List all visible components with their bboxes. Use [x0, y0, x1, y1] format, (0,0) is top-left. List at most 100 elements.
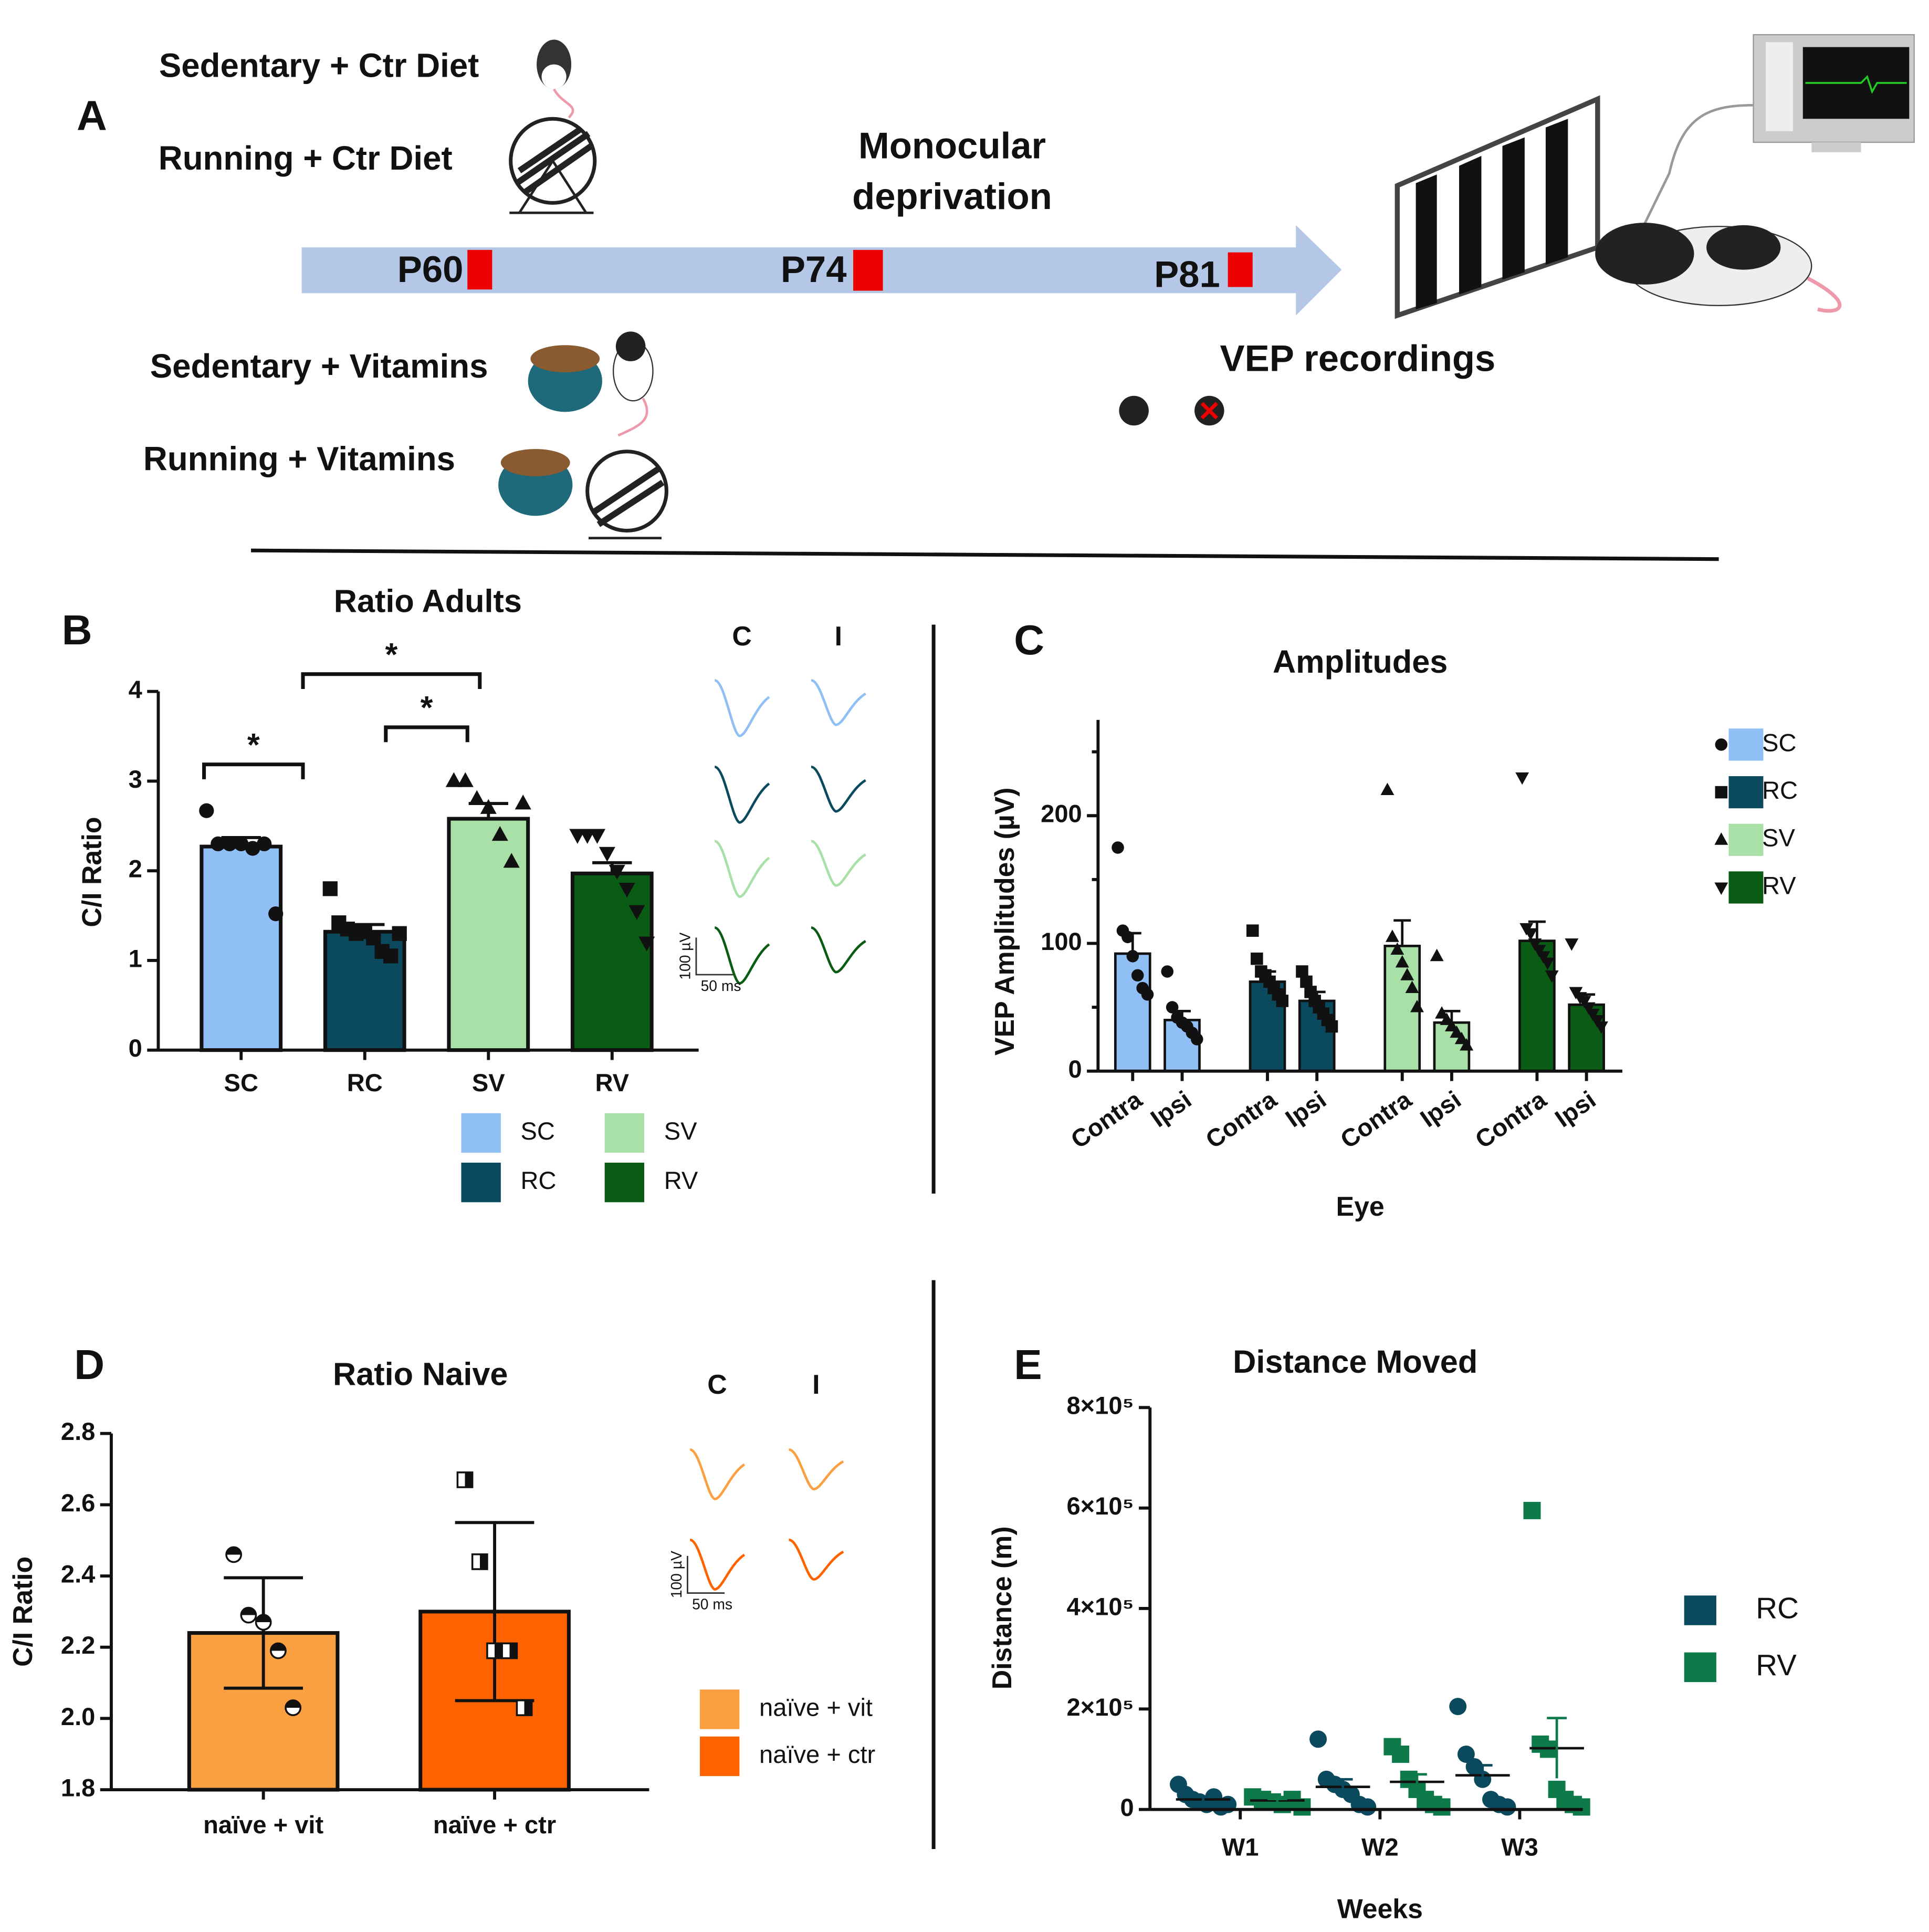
event-marker [467, 249, 492, 290]
data-point [1498, 1798, 1516, 1816]
data-point [1449, 1698, 1467, 1716]
data-point [1276, 995, 1289, 1007]
y-axis-label: C/I Ratio [77, 817, 107, 927]
data-point [609, 864, 625, 880]
data-point [471, 1553, 488, 1570]
data-point [240, 1606, 257, 1624]
y-tick-label: 4×10⁵ [1066, 1592, 1134, 1620]
x-tick-label: RC [347, 1069, 383, 1096]
chart-title: Ratio Adults [334, 583, 522, 619]
data-point [456, 1471, 474, 1488]
event-marker [853, 249, 883, 291]
legend-marker [1715, 738, 1728, 751]
y-axis-label: C/I Ratio [7, 1557, 38, 1667]
data-point [1515, 772, 1529, 785]
data-point [1457, 1745, 1475, 1763]
y-tick-label: 8×10⁵ [1066, 1392, 1134, 1419]
x-tick-label: W1 [1222, 1833, 1259, 1861]
group-label: Sedentary + Ctr Diet [159, 47, 479, 84]
data-point [1581, 1002, 1596, 1015]
legend-label: naïve + vit [759, 1693, 873, 1721]
chart-title: Amplitudes [1273, 644, 1448, 680]
data-point [1251, 952, 1263, 965]
data-point [1577, 996, 1591, 1009]
legend-swatch [1728, 776, 1764, 809]
data-point [1594, 1021, 1608, 1034]
data-point [480, 799, 497, 814]
data-point [503, 853, 520, 868]
data-point [366, 931, 381, 946]
legend-label: SC [521, 1117, 555, 1145]
vep-trace [714, 840, 770, 898]
data-point [468, 790, 485, 805]
group-label: Sedentary + Vitamins [150, 348, 488, 385]
food-bowl [498, 449, 668, 539]
eyes-icon [1119, 395, 1224, 426]
y-tick-label: 200 [1041, 800, 1082, 828]
running-wheel [509, 117, 597, 214]
vep-trace [788, 1448, 844, 1491]
data-point [1126, 950, 1139, 963]
grating-screen [1395, 95, 1600, 319]
significance-label: * [247, 727, 260, 763]
significance-bracket [202, 763, 305, 779]
data-point [628, 905, 645, 920]
data-point [1532, 945, 1546, 957]
data-point [268, 906, 284, 922]
bar [1568, 1003, 1605, 1073]
event-label: deprivation [852, 175, 1052, 217]
vep-trace [811, 765, 866, 813]
legend-label: RC [1762, 776, 1798, 804]
vep-trace [811, 840, 866, 887]
legend-label: RC [1756, 1591, 1799, 1624]
panel-label: D [74, 1341, 104, 1388]
data-point [1565, 938, 1579, 951]
data-point [1536, 951, 1550, 964]
trace-column-label: C [707, 1369, 727, 1400]
data-point [222, 836, 237, 852]
data-point [257, 836, 272, 852]
timeline-arrow [301, 225, 1342, 316]
panel-label: A [77, 92, 107, 139]
legend-swatch [604, 1162, 645, 1203]
vep-trace [811, 679, 866, 726]
data-point [1545, 970, 1559, 983]
legend-swatch [700, 1736, 740, 1777]
data-point [1112, 841, 1124, 854]
data-point [199, 803, 214, 818]
y-tick-label: 2.6 [61, 1489, 95, 1517]
recording-label: VEP recordings [1220, 337, 1496, 379]
panel-label: E [1014, 1341, 1042, 1388]
panel-label: B [62, 607, 92, 653]
scale-bar [687, 1555, 725, 1594]
data-point [270, 1642, 287, 1659]
timepoint-label: P60 [397, 248, 464, 290]
y-axis-label: VEP Amplitudes (µV) [989, 787, 1020, 1055]
data-point [1359, 1798, 1377, 1816]
legend-label: SV [664, 1117, 697, 1145]
y-tick-label: 100 [1041, 927, 1082, 955]
bar [1114, 952, 1151, 1073]
data-point [234, 836, 249, 852]
y-tick-label: 1.8 [61, 1773, 95, 1801]
timepoint-label: P81 [1154, 253, 1220, 295]
data-point [1385, 930, 1399, 942]
food-bowl [528, 331, 654, 437]
y-axis-label: Distance (m) [987, 1526, 1017, 1689]
significance-label: * [385, 636, 397, 672]
significance-label: * [421, 690, 433, 725]
monitor [1641, 34, 1915, 229]
data-point [1390, 942, 1404, 955]
data-point [1400, 968, 1414, 980]
y-tick-label: 2.8 [61, 1417, 95, 1445]
trace-column-label: C [732, 621, 751, 651]
x-tick-label: SV [472, 1069, 505, 1096]
data-point [1121, 931, 1134, 944]
y-tick-label: 3 [129, 765, 142, 793]
y-tick-label: 2.2 [61, 1631, 95, 1659]
bar [200, 844, 283, 1052]
x-tick-label: naïve + vit [203, 1811, 323, 1839]
legend-label: SV [1762, 824, 1795, 852]
vep-trace [714, 765, 770, 824]
